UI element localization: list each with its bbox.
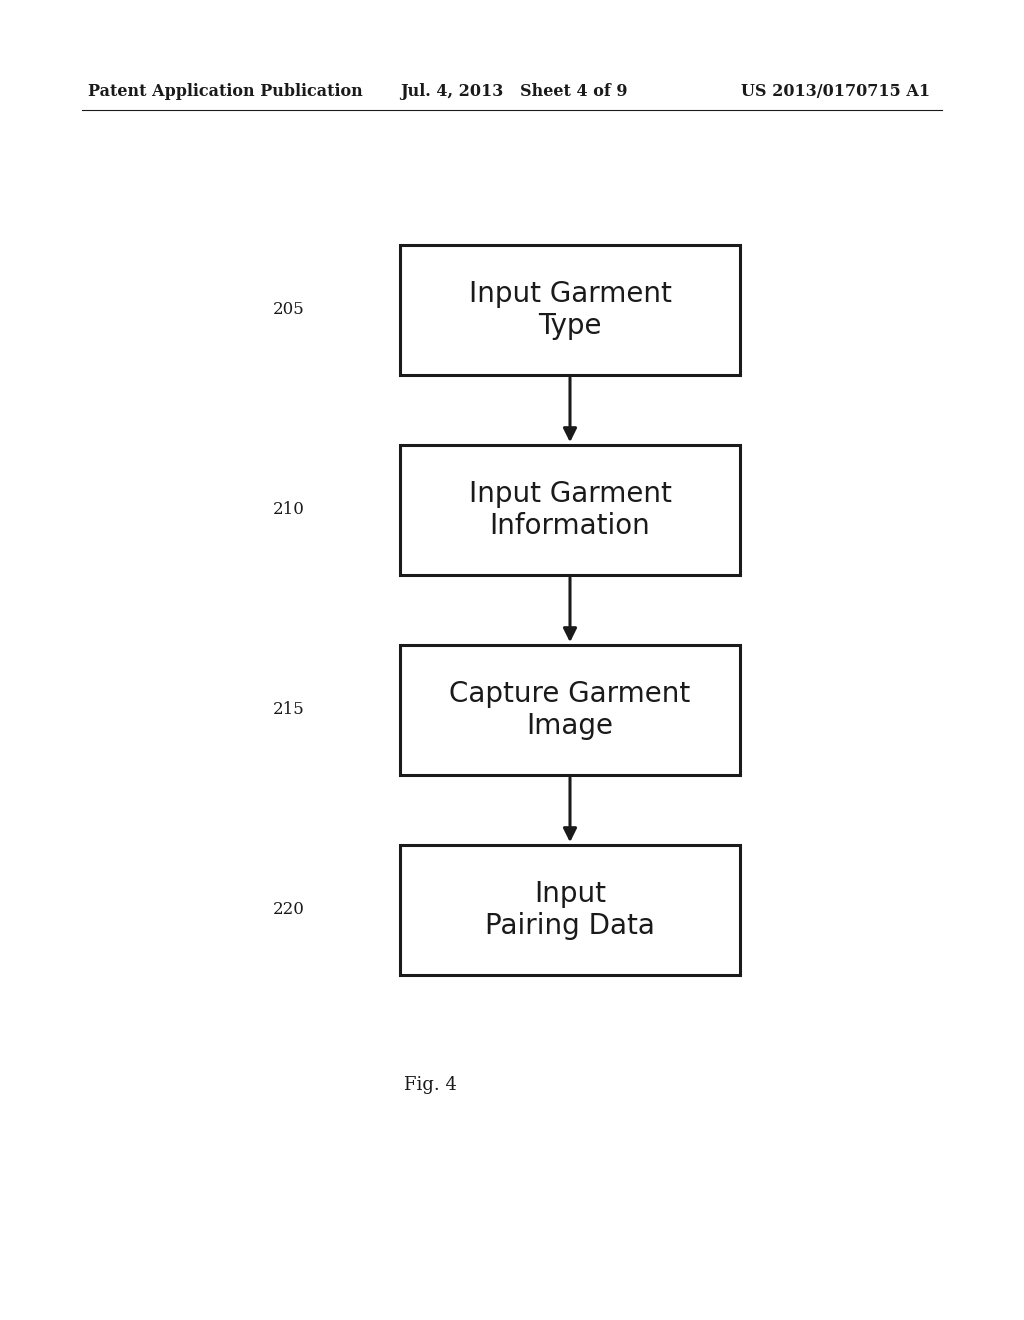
Text: 205: 205 [273,301,305,318]
Text: 220: 220 [273,902,305,919]
FancyBboxPatch shape [400,845,740,975]
Text: Input Garment
Information: Input Garment Information [469,479,672,540]
Text: Input
Pairing Data: Input Pairing Data [485,880,655,940]
Text: 210: 210 [273,502,305,519]
FancyBboxPatch shape [400,246,740,375]
Text: Capture Garment
Image: Capture Garment Image [450,680,690,741]
Text: Jul. 4, 2013   Sheet 4 of 9: Jul. 4, 2013 Sheet 4 of 9 [400,83,628,100]
FancyBboxPatch shape [400,645,740,775]
Text: Patent Application Publication: Patent Application Publication [88,83,362,100]
Text: US 2013/0170715 A1: US 2013/0170715 A1 [741,83,930,100]
Text: Fig. 4: Fig. 4 [403,1076,457,1094]
FancyBboxPatch shape [400,445,740,576]
Text: 215: 215 [273,701,305,718]
Text: Input Garment
Type: Input Garment Type [469,280,672,341]
